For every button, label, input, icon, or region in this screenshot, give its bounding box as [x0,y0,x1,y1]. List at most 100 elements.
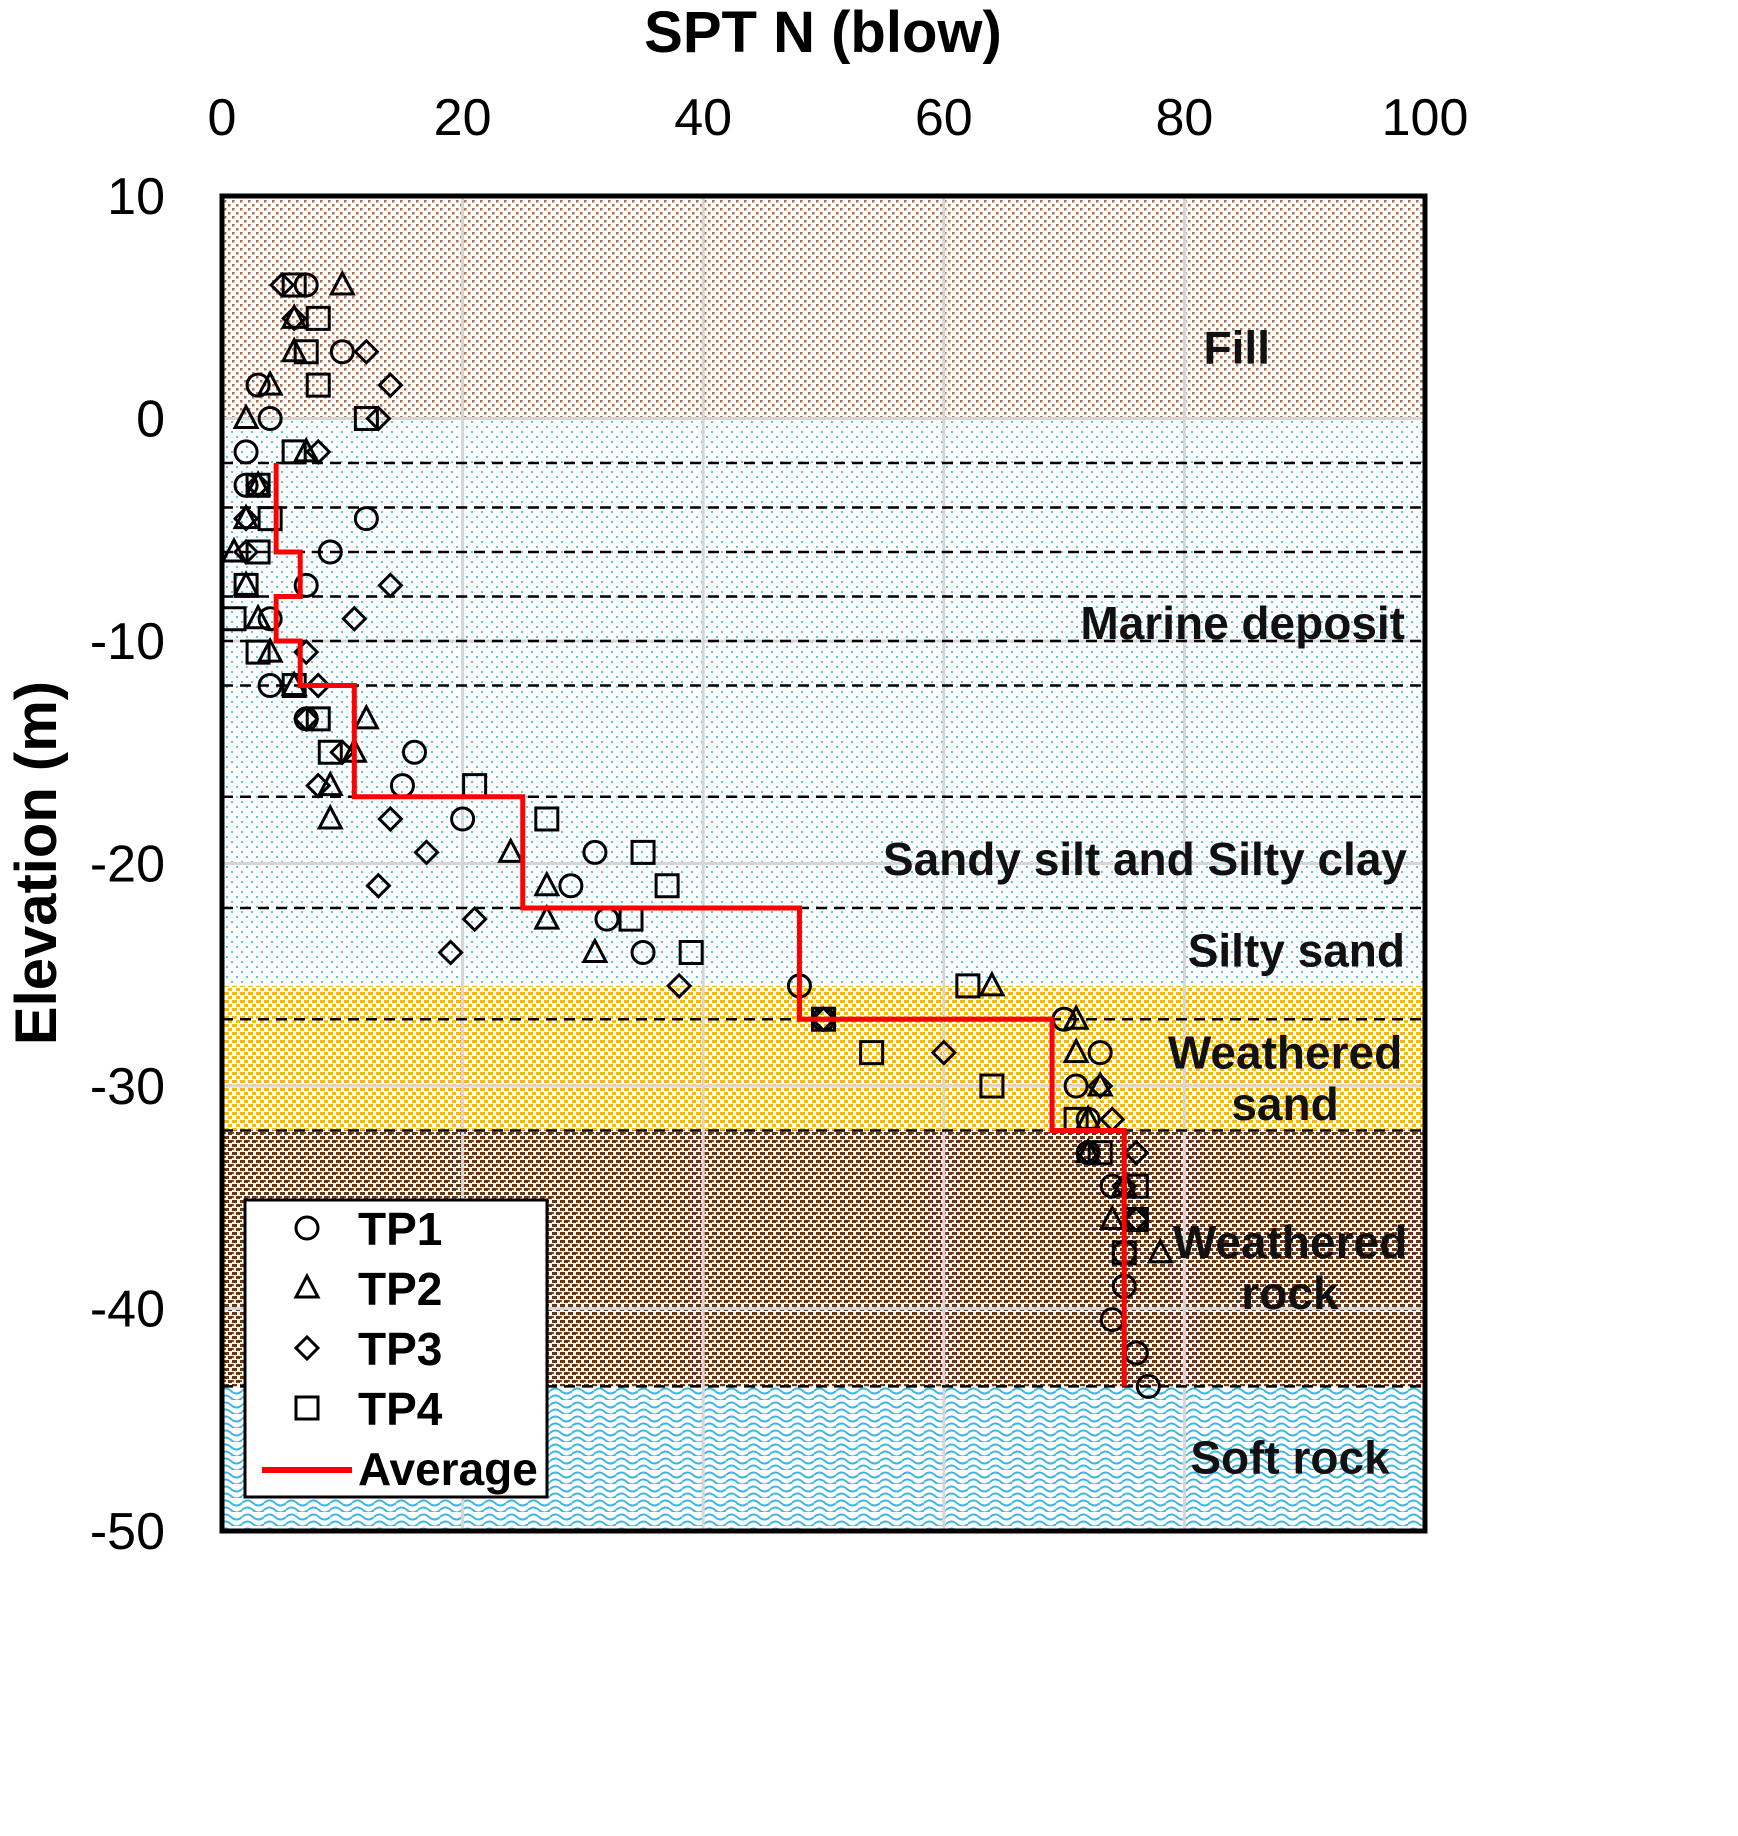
x-tick-20: 20 [434,89,492,147]
tp2-point-20 [581,937,609,963]
tp3-point-21 [666,972,693,999]
legend-label-tp2: TP2 [358,1263,442,1315]
legend: TP1 TP2 TP3 TP4 Average [243,1198,549,1499]
tp1-point-12 [401,739,427,765]
tp3-point-18 [365,872,392,899]
tp1-point-8 [293,572,319,598]
tp3-point-24 [1087,1072,1114,1100]
label-weathered-sand-line2: sand [1231,1078,1338,1130]
y-tick-0: 0 [136,391,165,449]
tp3-point-1 [281,305,308,332]
tp4-point-8 [245,539,271,565]
y-tick-10: 10 [107,168,165,226]
y-tick--10: -10 [90,613,165,671]
tp4-point-18 [654,873,680,899]
tp2-point-29 [1146,1237,1174,1264]
series-tp4 [221,272,1149,1266]
tp3-point-23 [930,1039,957,1066]
tp4-point-20 [678,940,704,965]
legend-swatch-tp2 [293,1272,321,1299]
tp2-point-15 [316,770,344,797]
tp3-point-20 [437,939,464,966]
tp1-point-9 [257,606,283,632]
label-weathered-sand-line1: Weathered [1168,1027,1402,1079]
tp4-point-6 [245,472,271,498]
tp2-point-10 [244,603,272,630]
x-tick-40: 40 [674,89,732,147]
legend-label-average: Average [358,1443,538,1495]
series-tp1 [233,272,1161,1399]
tp3-point-27 [1123,1139,1150,1166]
tp3-point-17 [413,839,440,866]
layer-fill [222,196,1425,419]
tp2-point-19 [533,903,561,930]
tp4-point-9 [233,572,259,598]
tp2-point-17 [497,837,525,863]
label-weathered-rock-line1: Weathered [1173,1216,1407,1268]
tp1-point-7 [317,539,343,565]
tp3-point-3 [377,372,404,399]
tp2-point-8 [220,536,248,563]
y-tick--40: -40 [90,1281,165,1339]
tp4-point-11 [245,639,271,665]
tp3-point-12 [305,672,332,699]
y-axis-ticks: 10 0 -10 -20 -30 -40 -50 [90,168,165,1561]
label-weathered-rock-line2: rock [1241,1267,1339,1319]
tp2-point-9 [232,570,260,596]
layer-sandy-silt-and-silty-clay [222,796,1425,908]
legend-swatch-tp3 [293,1334,321,1362]
x-tick-80: 80 [1155,89,1213,147]
tp4-point-2 [293,339,319,365]
soil-layers [222,196,1425,1531]
tp2-point-13 [352,703,380,730]
tp1-point-3 [257,406,283,431]
tp4-point-14 [317,739,343,765]
tp4-point-0 [281,272,307,298]
legend-label-tp1: TP1 [358,1203,442,1255]
tp2-point-4 [232,403,260,429]
tp3-point-7 [232,505,260,532]
tp3-point-2 [353,338,380,365]
label-fill: Fill [1204,321,1270,373]
layer-marine-deposit [222,418,1425,797]
tp1-point-16 [558,873,584,899]
tp4-point-4 [353,406,379,431]
layer-labels: Fill Marine deposit Sandy silt and Silty c… [883,321,1407,1483]
series-tp3 [232,271,1150,1233]
tp1-point-4 [233,439,259,465]
tp4-point-23 [859,1040,885,1066]
y-tick--30: -30 [90,1058,165,1116]
average-line-group [273,463,1127,1387]
tp1-point-6 [353,506,379,532]
tp4-point-7 [257,506,283,532]
label-marine-deposit: Marine deposit [1080,597,1405,649]
tp4-point-16 [534,806,560,832]
tp2-point-28 [1098,1204,1126,1230]
tp1-point-15 [582,839,608,865]
tp3-point-10 [341,605,368,632]
tp4-point-21 [955,973,981,999]
tp4-point-3 [305,372,331,398]
y-tick--20: -20 [90,836,165,894]
legend-swatch-tp4 [294,1395,320,1421]
tp3-point-19 [461,906,488,933]
tp2-point-18 [533,870,561,897]
plot-frame [219,193,1428,1534]
tp1-point-18 [630,940,656,965]
label-soft-rock: Soft rock [1190,1432,1390,1484]
y-axis-title: Elevation (m) [4,681,69,1045]
tp1-point-14 [450,806,476,832]
y-tick--50: -50 [90,1503,165,1561]
tp3-point-5 [305,438,332,465]
tp4-point-26 [1087,1140,1113,1166]
legend-label-tp3: TP3 [358,1323,442,1375]
tp2-point-22 [1062,1004,1090,1030]
tp2-point-16 [316,803,344,830]
tp3-point-15 [305,772,332,799]
x-tick-60: 60 [915,89,973,147]
tp2-point-0 [328,269,356,296]
tp1-point-32 [1135,1373,1161,1399]
tp4-point-24 [979,1073,1005,1099]
legend-label-tp4: TP4 [358,1383,443,1435]
